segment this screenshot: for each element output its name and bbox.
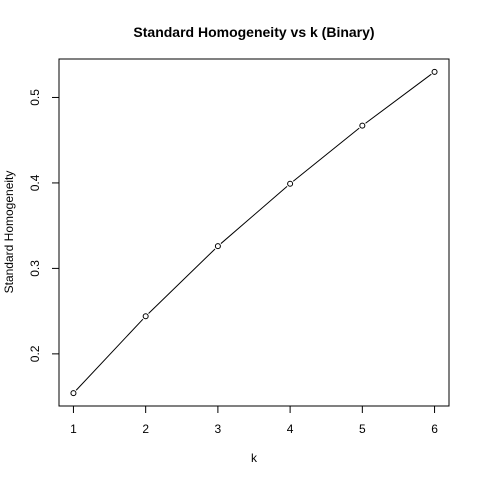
data-point <box>70 390 77 397</box>
x-axis: 1 2 3 4 5 6 <box>70 406 438 436</box>
chart-title: Standard Homogeneity vs k (Binary) <box>133 24 374 40</box>
data-point <box>214 243 221 250</box>
y-tick-label: 0.3 <box>28 260 42 277</box>
y-tick-label: 0.5 <box>28 89 42 106</box>
x-tick-label: 5 <box>359 422 366 436</box>
data-point <box>431 68 438 75</box>
plot-frame <box>58 58 450 407</box>
data-points <box>70 68 438 397</box>
x-tick-label: 6 <box>431 422 438 436</box>
x-tick-label: 1 <box>70 422 77 436</box>
x-tick-label: 2 <box>142 422 149 436</box>
data-point <box>287 180 294 187</box>
data-point <box>142 313 149 320</box>
x-axis-label: k <box>251 451 258 465</box>
y-tick-label: 0.4 <box>28 174 42 191</box>
y-tick-label: 0.2 <box>28 345 42 362</box>
x-tick-label: 4 <box>287 422 294 436</box>
y-axis-label: Standard Homogeneity <box>2 171 16 294</box>
x-tick-label: 3 <box>215 422 222 436</box>
y-axis: 0.2 0.3 0.4 0.5 <box>28 89 59 362</box>
series-line <box>75 73 432 391</box>
data-point <box>359 122 366 129</box>
